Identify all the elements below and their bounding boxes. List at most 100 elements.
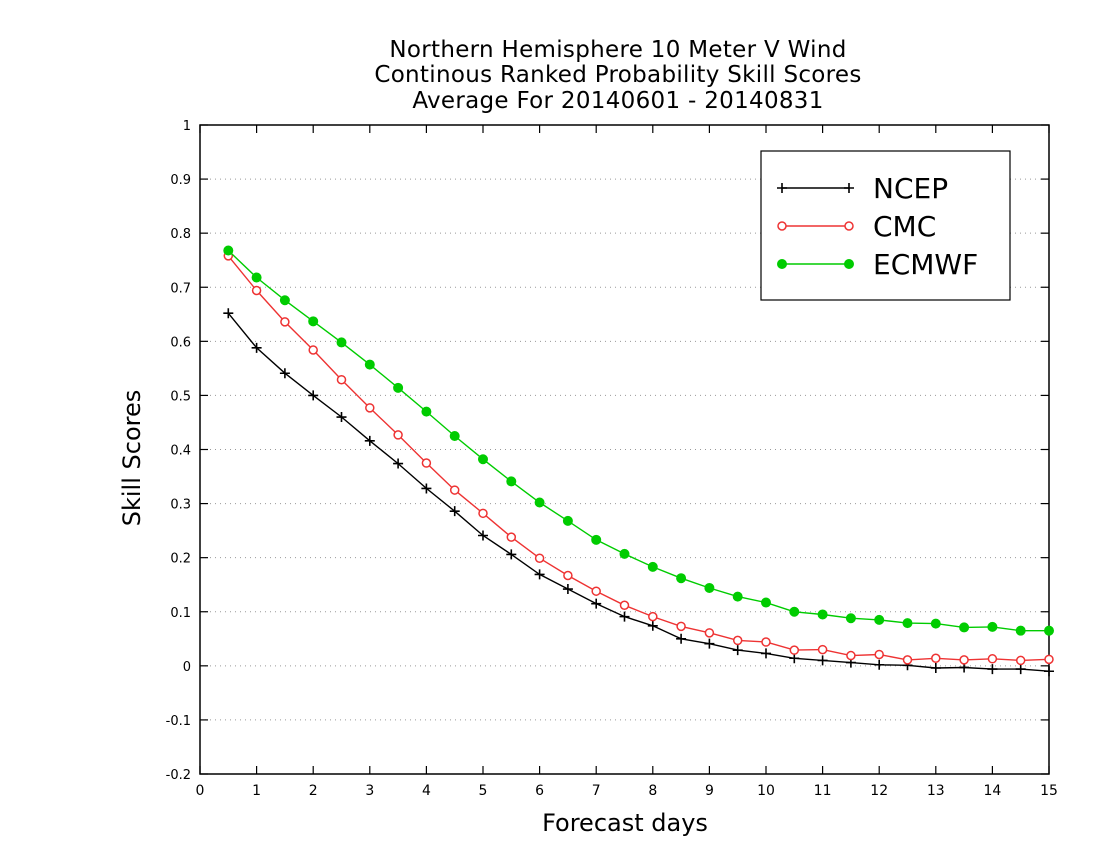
data-point-cmc: [336, 374, 347, 385]
x-axis-label: Forecast days: [542, 809, 708, 837]
data-point-ncep: [478, 530, 488, 541]
x-tick-label: 1: [252, 783, 261, 799]
data-point-ecmwf: [704, 582, 715, 593]
data-point-ncep: [421, 483, 432, 494]
x-tick-label: 10: [757, 783, 775, 799]
x-tick-label: 4: [422, 783, 431, 799]
y-tick-label: 0.1: [170, 606, 191, 621]
data-point-ecmwf: [336, 337, 347, 348]
data-point-cmc: [761, 637, 771, 647]
data-point-ecmwf: [506, 476, 517, 487]
data-point-cmc: [874, 649, 884, 660]
data-point-ecmwf: [251, 272, 262, 283]
data-point-cmc: [1044, 654, 1054, 665]
data-point-ncep: [647, 620, 658, 631]
data-point-cmc: [732, 635, 743, 646]
data-point-ncep: [534, 569, 545, 580]
data-point-cmc: [902, 655, 913, 665]
data-point-ncep: [874, 659, 885, 670]
legend-marker-ecmwf: [777, 259, 787, 269]
x-tick-label: 14: [983, 783, 1001, 799]
data-point-cmc: [648, 611, 658, 622]
x-tick-label: 8: [648, 783, 657, 799]
data-point-ncep: [308, 390, 319, 401]
data-point-cmc: [817, 644, 828, 655]
chart-title-line-1: Northern Hemisphere 10 Meter V Wind: [389, 37, 847, 63]
data-point-ncep: [732, 645, 743, 656]
x-tick-label: 13: [927, 783, 945, 799]
data-point-ncep: [619, 611, 630, 622]
data-point-ecmwf: [1044, 625, 1054, 636]
y-tick-label: 0.9: [170, 173, 191, 188]
data-point-cmc: [393, 430, 403, 440]
data-point-ncep: [1044, 666, 1054, 677]
legend-marker-cmc: [844, 221, 854, 231]
data-point-ecmwf: [930, 618, 941, 629]
series-line-ncep: [227, 312, 1050, 672]
y-tick-label: -0.2: [166, 768, 191, 783]
x-tick-label: 5: [479, 783, 488, 799]
series-line-cmc: [227, 255, 1050, 662]
y-tick-label: 0.4: [170, 444, 191, 459]
y-tick-label: 0.2: [170, 552, 191, 567]
data-point-ecmwf: [223, 245, 234, 256]
y-tick-label: 0.5: [170, 389, 191, 404]
data-point-ecmwf: [959, 622, 970, 633]
data-point-cmc: [449, 485, 460, 495]
data-point-ncep: [223, 308, 234, 319]
data-point-ecmwf: [732, 591, 743, 602]
y-tick-label: -0.1: [166, 714, 191, 729]
data-point-ecmwf: [676, 573, 687, 584]
data-point-ecmwf: [562, 515, 573, 526]
legend-marker-ecmwf: [844, 259, 854, 269]
series-line-ecmwf: [227, 249, 1049, 632]
data-point-ecmwf: [761, 597, 771, 608]
data-point-ecmwf: [279, 295, 290, 306]
data-point-cmc: [789, 645, 800, 655]
data-point-cmc: [421, 458, 432, 468]
legend-marker-cmc: [777, 221, 787, 231]
data-point-ecmwf: [647, 561, 658, 572]
data-point-ecmwf: [845, 613, 856, 624]
data-point-cmc: [959, 655, 969, 665]
data-point-ecmwf: [364, 359, 375, 370]
x-tick-label: 6: [535, 783, 544, 799]
y-tick-label: 1: [183, 119, 191, 134]
data-point-ncep: [761, 648, 771, 659]
data-point-cmc: [280, 317, 290, 327]
data-point-ecmwf: [987, 621, 998, 632]
data-point-ncep: [789, 653, 800, 664]
x-tick-label: 12: [870, 783, 888, 799]
x-tick-label: 15: [1040, 783, 1058, 799]
y-tick-label: 0.3: [170, 498, 191, 513]
data-point-ecmwf: [1015, 625, 1026, 636]
data-point-cmc: [478, 508, 488, 519]
y-tick-label: 0.8: [170, 227, 191, 242]
data-point-ncep: [336, 412, 347, 423]
data-point-ecmwf: [534, 497, 545, 508]
data-point-cmc: [534, 553, 545, 563]
data-point-cmc: [704, 628, 715, 638]
x-tick-label: 2: [309, 783, 318, 799]
data-point-ecmwf: [789, 606, 800, 617]
data-point-ecmwf: [478, 454, 488, 465]
y-tick-label: 0.6: [170, 335, 191, 350]
y-tick-label: 0.7: [170, 281, 191, 296]
data-point-cmc: [506, 532, 517, 542]
data-point-ncep: [251, 342, 262, 353]
data-point-cmc: [563, 570, 573, 581]
data-point-ncep: [591, 598, 602, 609]
data-point-cmc: [676, 621, 686, 632]
data-point-ecmwf: [591, 534, 602, 545]
data-point-cmc: [987, 654, 998, 664]
x-tick-label: 9: [705, 783, 714, 799]
data-point-cmc: [308, 345, 318, 355]
x-tick-label: 11: [814, 783, 832, 799]
data-point-cmc: [1015, 655, 1026, 666]
data-point-ncep: [1015, 664, 1026, 675]
data-point-ecmwf: [874, 614, 885, 625]
y-tick-label: 0: [183, 660, 191, 675]
data-point-cmc: [251, 285, 262, 296]
data-point-ecmwf: [817, 609, 828, 620]
